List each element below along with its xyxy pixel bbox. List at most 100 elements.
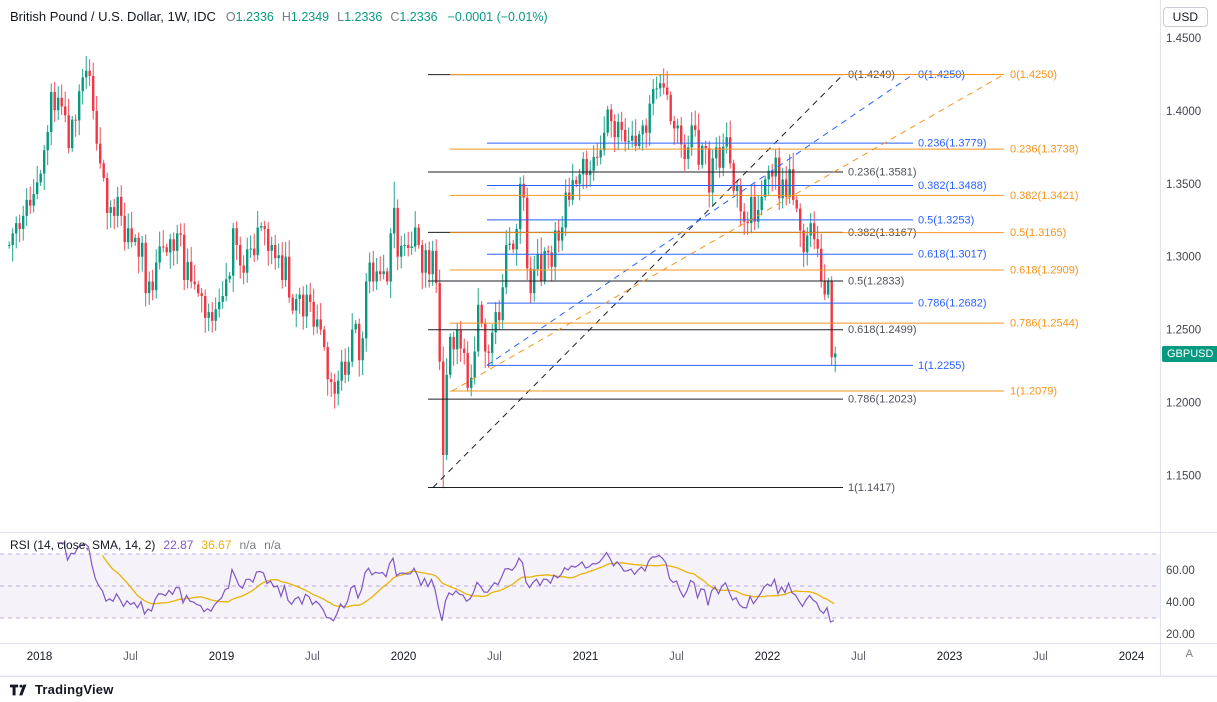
fib-level-label: 0.618(1.3017) bbox=[918, 249, 987, 261]
candle bbox=[155, 262, 158, 291]
candle bbox=[183, 234, 186, 281]
candle bbox=[239, 245, 242, 266]
candle bbox=[127, 228, 130, 243]
candle bbox=[246, 249, 249, 273]
candle bbox=[144, 242, 147, 294]
candle bbox=[365, 281, 368, 339]
candle bbox=[802, 230, 805, 253]
candle bbox=[22, 215, 25, 229]
candle bbox=[424, 250, 427, 273]
rsi-indicator-legend[interactable]: RSI (14, close, SMA, 14, 2) 22.87 36.67 … bbox=[10, 538, 281, 552]
candle bbox=[284, 256, 287, 281]
rsi-line bbox=[57, 542, 835, 623]
candle bbox=[169, 239, 172, 253]
candle bbox=[330, 379, 333, 383]
tradingview-logo-icon bbox=[10, 684, 27, 695]
candle bbox=[134, 237, 137, 243]
candle bbox=[375, 271, 378, 282]
low-label: L bbox=[337, 10, 345, 24]
candle bbox=[386, 271, 389, 282]
candle bbox=[452, 336, 455, 350]
candle bbox=[64, 106, 67, 116]
candle bbox=[403, 245, 406, 247]
candle bbox=[281, 255, 284, 281]
time-axis-label: 2023 bbox=[937, 651, 963, 663]
candle bbox=[596, 156, 599, 158]
high-number: 1.2349 bbox=[290, 10, 330, 24]
candle bbox=[477, 304, 480, 352]
price-pane[interactable] bbox=[0, 28, 1160, 532]
price-axis[interactable] bbox=[1161, 28, 1217, 643]
candle bbox=[316, 319, 319, 327]
candle bbox=[466, 352, 469, 388]
candle bbox=[312, 301, 315, 327]
candle bbox=[624, 129, 627, 142]
candle bbox=[473, 351, 476, 378]
candle bbox=[547, 250, 550, 253]
candle bbox=[669, 94, 672, 122]
candle bbox=[190, 261, 193, 282]
candle bbox=[631, 135, 634, 141]
candle bbox=[407, 245, 410, 248]
candle bbox=[39, 173, 42, 183]
price-axis-label: 1.4500 bbox=[1166, 33, 1201, 45]
candle bbox=[613, 121, 616, 138]
fib-retracement-blue: 0(1.4250)0.236(1.3779)0.382(1.3488)0.5(1… bbox=[486, 69, 987, 372]
candle bbox=[176, 233, 179, 251]
candle bbox=[718, 147, 721, 168]
close-value: C1.2336 bbox=[390, 10, 437, 24]
candle bbox=[358, 323, 361, 361]
candle bbox=[778, 157, 781, 199]
candle bbox=[767, 170, 770, 180]
candle bbox=[60, 97, 63, 107]
symbol-title[interactable]: British Pound / U.S. Dollar, 1W, IDC bbox=[10, 9, 216, 24]
brand-name: TradingView bbox=[35, 682, 114, 697]
tradingview-logo[interactable]: TradingView bbox=[10, 682, 114, 697]
candle bbox=[809, 223, 812, 236]
candle bbox=[470, 377, 473, 388]
fib-level-label: 0(1.4249) bbox=[848, 69, 895, 81]
candle bbox=[393, 207, 396, 234]
candle bbox=[228, 275, 231, 280]
candle bbox=[816, 239, 819, 249]
time-axis-label: 2019 bbox=[209, 651, 235, 663]
price-axis-label: 1.2000 bbox=[1166, 398, 1201, 410]
candle bbox=[193, 281, 196, 285]
time-axis[interactable] bbox=[0, 644, 1217, 675]
candle bbox=[99, 143, 102, 164]
candle bbox=[638, 134, 641, 146]
rsi-axis-label: 60.00 bbox=[1166, 565, 1195, 577]
candle bbox=[830, 281, 833, 358]
candle bbox=[561, 227, 564, 241]
candle bbox=[673, 121, 676, 129]
rsi-value: 22.87 bbox=[163, 538, 194, 552]
candle bbox=[109, 207, 112, 213]
close-number: 1.2336 bbox=[399, 10, 438, 24]
candle bbox=[225, 279, 228, 297]
candle bbox=[151, 281, 154, 291]
fib-level-label: 0.786(1.2023) bbox=[848, 394, 917, 406]
candle bbox=[256, 227, 259, 256]
candle bbox=[722, 146, 725, 168]
candle bbox=[263, 226, 266, 229]
candle bbox=[683, 144, 686, 160]
candle bbox=[74, 119, 77, 121]
rsi-na-2: n/a bbox=[264, 538, 281, 552]
candle bbox=[505, 245, 508, 288]
candle bbox=[687, 147, 690, 160]
currency-toggle-button[interactable]: USD bbox=[1162, 7, 1208, 27]
candle bbox=[340, 361, 343, 381]
candle bbox=[130, 228, 133, 243]
axis-mode-a-button[interactable]: A bbox=[1185, 648, 1193, 660]
fib-level-label: 0.236(1.3738) bbox=[1010, 144, 1079, 156]
candle bbox=[11, 233, 14, 246]
candle bbox=[781, 179, 784, 199]
candle bbox=[788, 169, 791, 197]
fib-level-label: 0.786(1.2682) bbox=[918, 298, 987, 310]
candle bbox=[648, 103, 651, 133]
candle bbox=[410, 246, 413, 248]
price-axis-labels: 1.4500 1.4000 1.3500 1.3000 1.2500 1.2000 1.15… bbox=[1166, 33, 1201, 482]
candle bbox=[197, 284, 200, 294]
candle bbox=[729, 137, 732, 164]
